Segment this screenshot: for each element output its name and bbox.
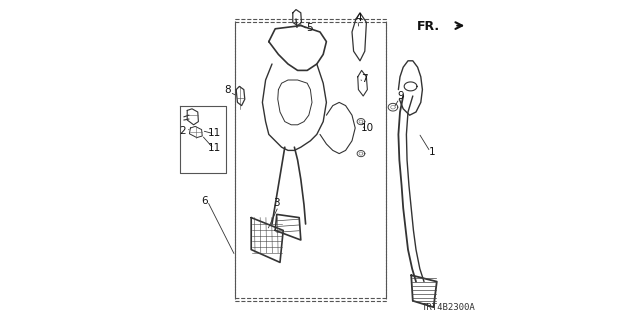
Text: 5: 5 (307, 23, 313, 33)
Text: FR.: FR. (417, 20, 440, 33)
Text: 11: 11 (208, 128, 221, 138)
Text: 4: 4 (356, 12, 362, 23)
Text: 7: 7 (362, 74, 368, 84)
Text: 6: 6 (202, 196, 208, 206)
Text: 3: 3 (273, 198, 280, 208)
Text: 9: 9 (397, 91, 404, 101)
Text: 1: 1 (429, 147, 435, 157)
Text: 2: 2 (179, 126, 186, 136)
Text: 11: 11 (208, 143, 221, 153)
Text: 10: 10 (361, 123, 374, 133)
Text: TRT4B2300A: TRT4B2300A (422, 303, 475, 312)
Text: 8: 8 (225, 85, 231, 95)
